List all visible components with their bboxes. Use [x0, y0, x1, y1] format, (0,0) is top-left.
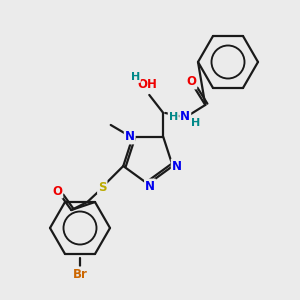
Text: O: O	[186, 76, 196, 88]
Text: S: S	[98, 181, 106, 194]
Text: N: N	[145, 179, 155, 193]
Text: Br: Br	[73, 268, 87, 281]
Text: H: H	[131, 72, 140, 82]
Text: H: H	[191, 118, 200, 128]
Text: N: N	[125, 130, 135, 143]
Text: H: H	[169, 112, 178, 122]
Text: N: N	[180, 110, 190, 124]
Text: OH: OH	[137, 79, 157, 92]
Text: N: N	[172, 160, 182, 172]
Text: O: O	[52, 184, 62, 197]
